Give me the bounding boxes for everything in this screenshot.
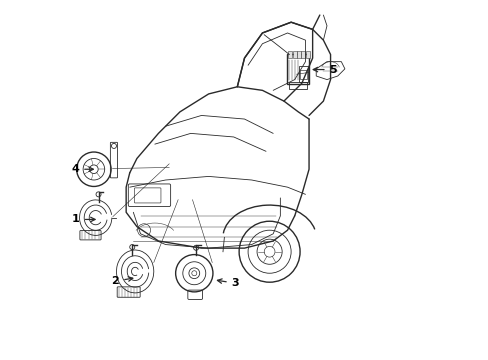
- FancyBboxPatch shape: [305, 51, 309, 58]
- FancyBboxPatch shape: [301, 51, 305, 58]
- Text: 3: 3: [217, 278, 239, 288]
- Text: 5: 5: [313, 64, 337, 75]
- FancyBboxPatch shape: [292, 51, 296, 58]
- FancyBboxPatch shape: [296, 51, 300, 58]
- Text: 1: 1: [72, 215, 95, 224]
- Text: 2: 2: [111, 276, 133, 286]
- Text: 4: 4: [71, 164, 93, 174]
- FancyBboxPatch shape: [287, 51, 292, 58]
